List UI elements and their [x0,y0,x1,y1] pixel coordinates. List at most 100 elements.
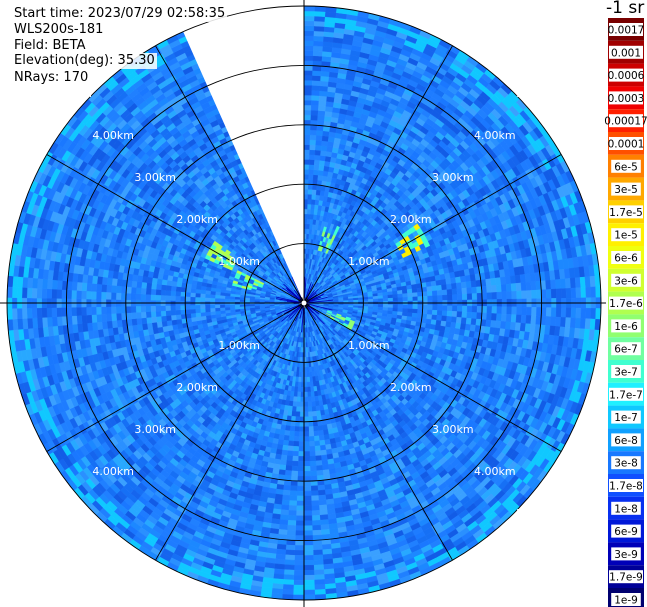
beta-cell [318,95,328,102]
beta-cell [525,281,532,291]
beta-cell [550,288,557,299]
beta-cell [303,35,315,42]
beta-cell [305,361,310,368]
beta-cell [303,208,308,215]
beta-cell [441,284,448,291]
beta-cell [311,510,320,516]
beta-cell [560,288,567,299]
beta-cell [315,134,323,141]
beta-cell [313,25,325,32]
beta-cell [392,294,399,299]
beta-cell [525,315,532,325]
beta-cell [303,134,311,141]
beta-cell [550,279,557,290]
beta-cell [303,416,309,423]
beta-cell [308,164,315,170]
beta-cell [303,94,312,101]
beta-cell [521,306,527,316]
beta-cell [530,315,537,325]
beta-cell [312,50,323,57]
beta-cell [318,100,327,107]
beta-cell [455,316,462,324]
beta-cell [491,306,498,314]
beta-cell [564,278,572,289]
beta-cell [466,311,473,319]
beta-cell [402,293,409,298]
beta-cell [495,313,502,322]
beta-cell [310,475,318,482]
beta-cell [316,470,324,477]
beta-cell [511,290,518,300]
beta-cell [521,290,527,300]
beta-cell [392,297,399,302]
beta-cell [303,421,309,428]
beta-cell [313,564,324,571]
beta-cell [310,495,319,502]
beta-cell [565,287,572,299]
beta-cell [303,406,309,413]
beta-cell [318,494,327,501]
beta-cell [303,129,311,136]
beta-cell [368,298,374,303]
beta-cell [303,144,311,150]
beta-cell [495,284,502,293]
beta-cell [311,406,317,412]
beta-cell [491,313,498,322]
beta-cell [309,470,318,477]
beta-cell [460,317,467,325]
beta-cell [456,311,463,318]
beta-cell [317,425,324,432]
beta-cell [451,310,458,318]
beta-cell [314,400,320,407]
beta-cell [545,289,552,299]
beta-cell [303,495,312,502]
beta-cell [311,75,322,82]
beta-cell [313,169,320,176]
beta-cell [306,381,311,388]
beta-cell [486,306,493,314]
beta-cell [309,460,317,467]
beta-cell [318,434,325,441]
beta-cell [313,20,326,27]
beta-cell [500,313,507,322]
beta-cell [307,416,314,422]
beta-cell [481,292,488,300]
beta-cell [321,459,329,466]
beta-cell [407,296,414,302]
beta-cell [431,309,438,316]
beta-cell [314,154,321,161]
beta-cell [500,284,507,293]
beta-cell [309,149,316,156]
beta-cell [456,288,463,295]
beta-cell [407,304,414,310]
beta-cell [510,283,517,292]
beta-cell [481,306,488,314]
beta-cell [555,288,562,299]
beta-cell [321,140,329,147]
beta-cell [540,289,547,299]
beta-cell [303,159,310,165]
beta-cell [550,307,557,318]
beta-cell [311,94,320,101]
beta-cell [441,315,448,322]
beta-cell [303,465,311,472]
beta-cell [310,485,319,492]
beta-cell [315,139,323,146]
beta-cell [303,426,310,432]
beta-cell [313,574,325,581]
beta-cell [466,305,473,313]
beta-cell [545,316,552,327]
beta-cell [397,293,404,299]
beta-cell [303,441,310,447]
beta-cell [314,584,326,591]
beta-cell [316,129,324,136]
beta-cell [520,282,527,292]
beta-cell [312,174,319,181]
beta-cell [452,294,458,301]
beta-cell [303,411,309,418]
beta-cell [461,287,468,295]
beta-cell [496,291,503,300]
beta-cell [313,30,325,37]
beta-cell [320,449,327,456]
beta-cell [570,287,577,299]
